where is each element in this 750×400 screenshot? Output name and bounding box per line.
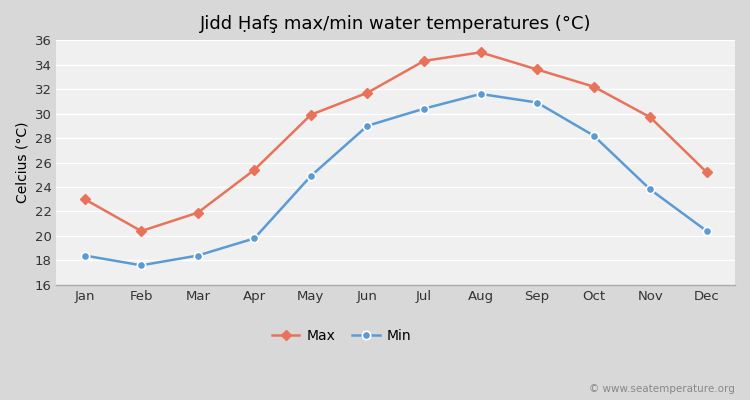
Max (646, 115, 655, 120)
Max (307, 112, 316, 117)
Text: © www.seatemperature.org: © www.seatemperature.org (590, 384, 735, 394)
Min (419, 106, 428, 111)
Max (532, 67, 542, 72)
Max (476, 50, 485, 55)
Max (590, 84, 598, 89)
Line: Max: Max (81, 49, 710, 234)
Max (702, 170, 711, 175)
Line: Min: Min (80, 90, 711, 270)
Min (250, 236, 259, 241)
Max (80, 197, 89, 202)
Min (194, 253, 202, 258)
Min (363, 123, 372, 128)
Max (363, 90, 372, 95)
Min (590, 133, 598, 138)
Min (307, 174, 316, 178)
Min (646, 187, 655, 192)
Title: Jidd Ḥafş max/min water temperatures (°C): Jidd Ḥafş max/min water temperatures (°C… (200, 15, 592, 33)
Max (250, 168, 259, 172)
Min (136, 263, 146, 268)
Max (136, 229, 146, 234)
Max (419, 58, 428, 63)
Min (532, 100, 542, 105)
Y-axis label: Celcius (°C): Celcius (°C) (15, 122, 29, 203)
Min (702, 229, 711, 234)
Legend: Max, Min: Max, Min (266, 324, 417, 349)
Min (80, 253, 89, 258)
Min (476, 92, 485, 96)
Max (194, 210, 202, 215)
